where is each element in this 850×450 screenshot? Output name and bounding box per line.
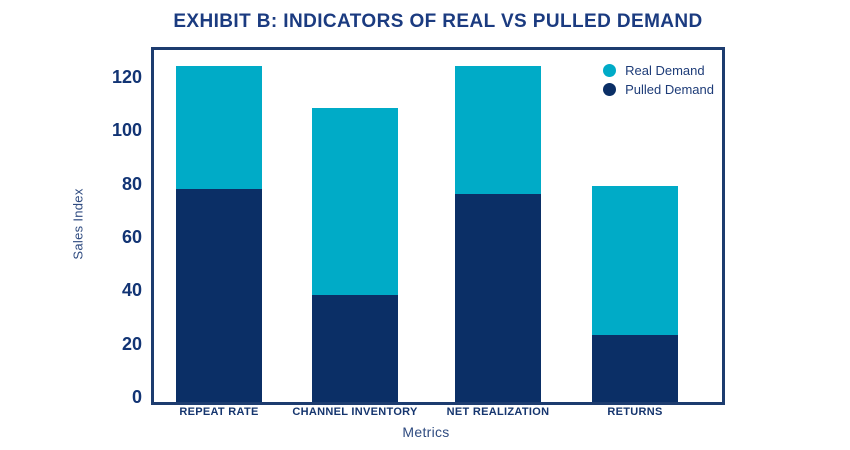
- bar-segment-pulled-demand-repeat-rate: [176, 189, 262, 402]
- legend: Real Demand Pulled Demand: [603, 62, 714, 97]
- chart-title: EXHIBIT B: INDICATORS OF REAL VS PULLED …: [173, 11, 703, 32]
- bar-segment-pulled-demand-channel-inventory: [312, 295, 398, 402]
- bar-net-realization: [455, 66, 541, 402]
- y-axis-tick-labels: 0 20 40 60 80 100 120: [90, 47, 142, 406]
- y-tick-label-80: 80: [121, 173, 142, 194]
- bar-channel-inventory: [312, 108, 398, 402]
- bar-segment-real-demand-channel-inventory: [312, 108, 398, 295]
- bar-repeat-rate: [176, 66, 262, 402]
- legend-dot-real-demand: [603, 63, 617, 77]
- legend-label: Real Demand: [625, 62, 705, 78]
- bar-segment-real-demand-net-realization: [455, 66, 541, 194]
- x-category-label-channel-inventory: CHANNEL INVENTORY: [292, 406, 418, 418]
- y-tick-label-120: 120: [111, 67, 142, 87]
- bar-segment-pulled-demand-returns: [592, 335, 678, 402]
- legend-label: Pulled Demand: [625, 81, 714, 97]
- x-axis-title: Metrics: [402, 424, 450, 440]
- bar-segment-pulled-demand-net-realization: [455, 194, 541, 402]
- y-tick-label-60: 60: [121, 227, 142, 247]
- y-tick-label-20: 20: [121, 333, 142, 354]
- bars-layer: [154, 50, 722, 402]
- x-category-label-repeat-rate: REPEAT RATE: [179, 406, 259, 418]
- legend-dot-pulled-demand: [603, 82, 617, 96]
- x-axis-category-labels: REPEAT RATE CHANNEL INVENTORY NET REALIZAT…: [0, 406, 850, 422]
- y-axis-title: Sales Index: [70, 188, 86, 260]
- x-category-label-returns: RETURNS: [607, 406, 663, 418]
- bar-returns: [592, 186, 678, 402]
- y-tick-label-40: 40: [121, 280, 142, 301]
- x-category-label-net-realization: NET REALIZATION: [446, 406, 550, 418]
- legend-item-pulled-demand: Pulled Demand: [603, 81, 714, 97]
- legend-item-real-demand: Real Demand: [603, 62, 714, 78]
- plot-area: Real Demand Pulled Demand: [151, 47, 725, 405]
- bar-segment-real-demand-returns: [592, 186, 678, 335]
- y-tick-label-100: 100: [111, 120, 142, 141]
- bar-segment-real-demand-repeat-rate: [176, 66, 262, 189]
- y-tick-label-0: 0: [131, 387, 142, 407]
